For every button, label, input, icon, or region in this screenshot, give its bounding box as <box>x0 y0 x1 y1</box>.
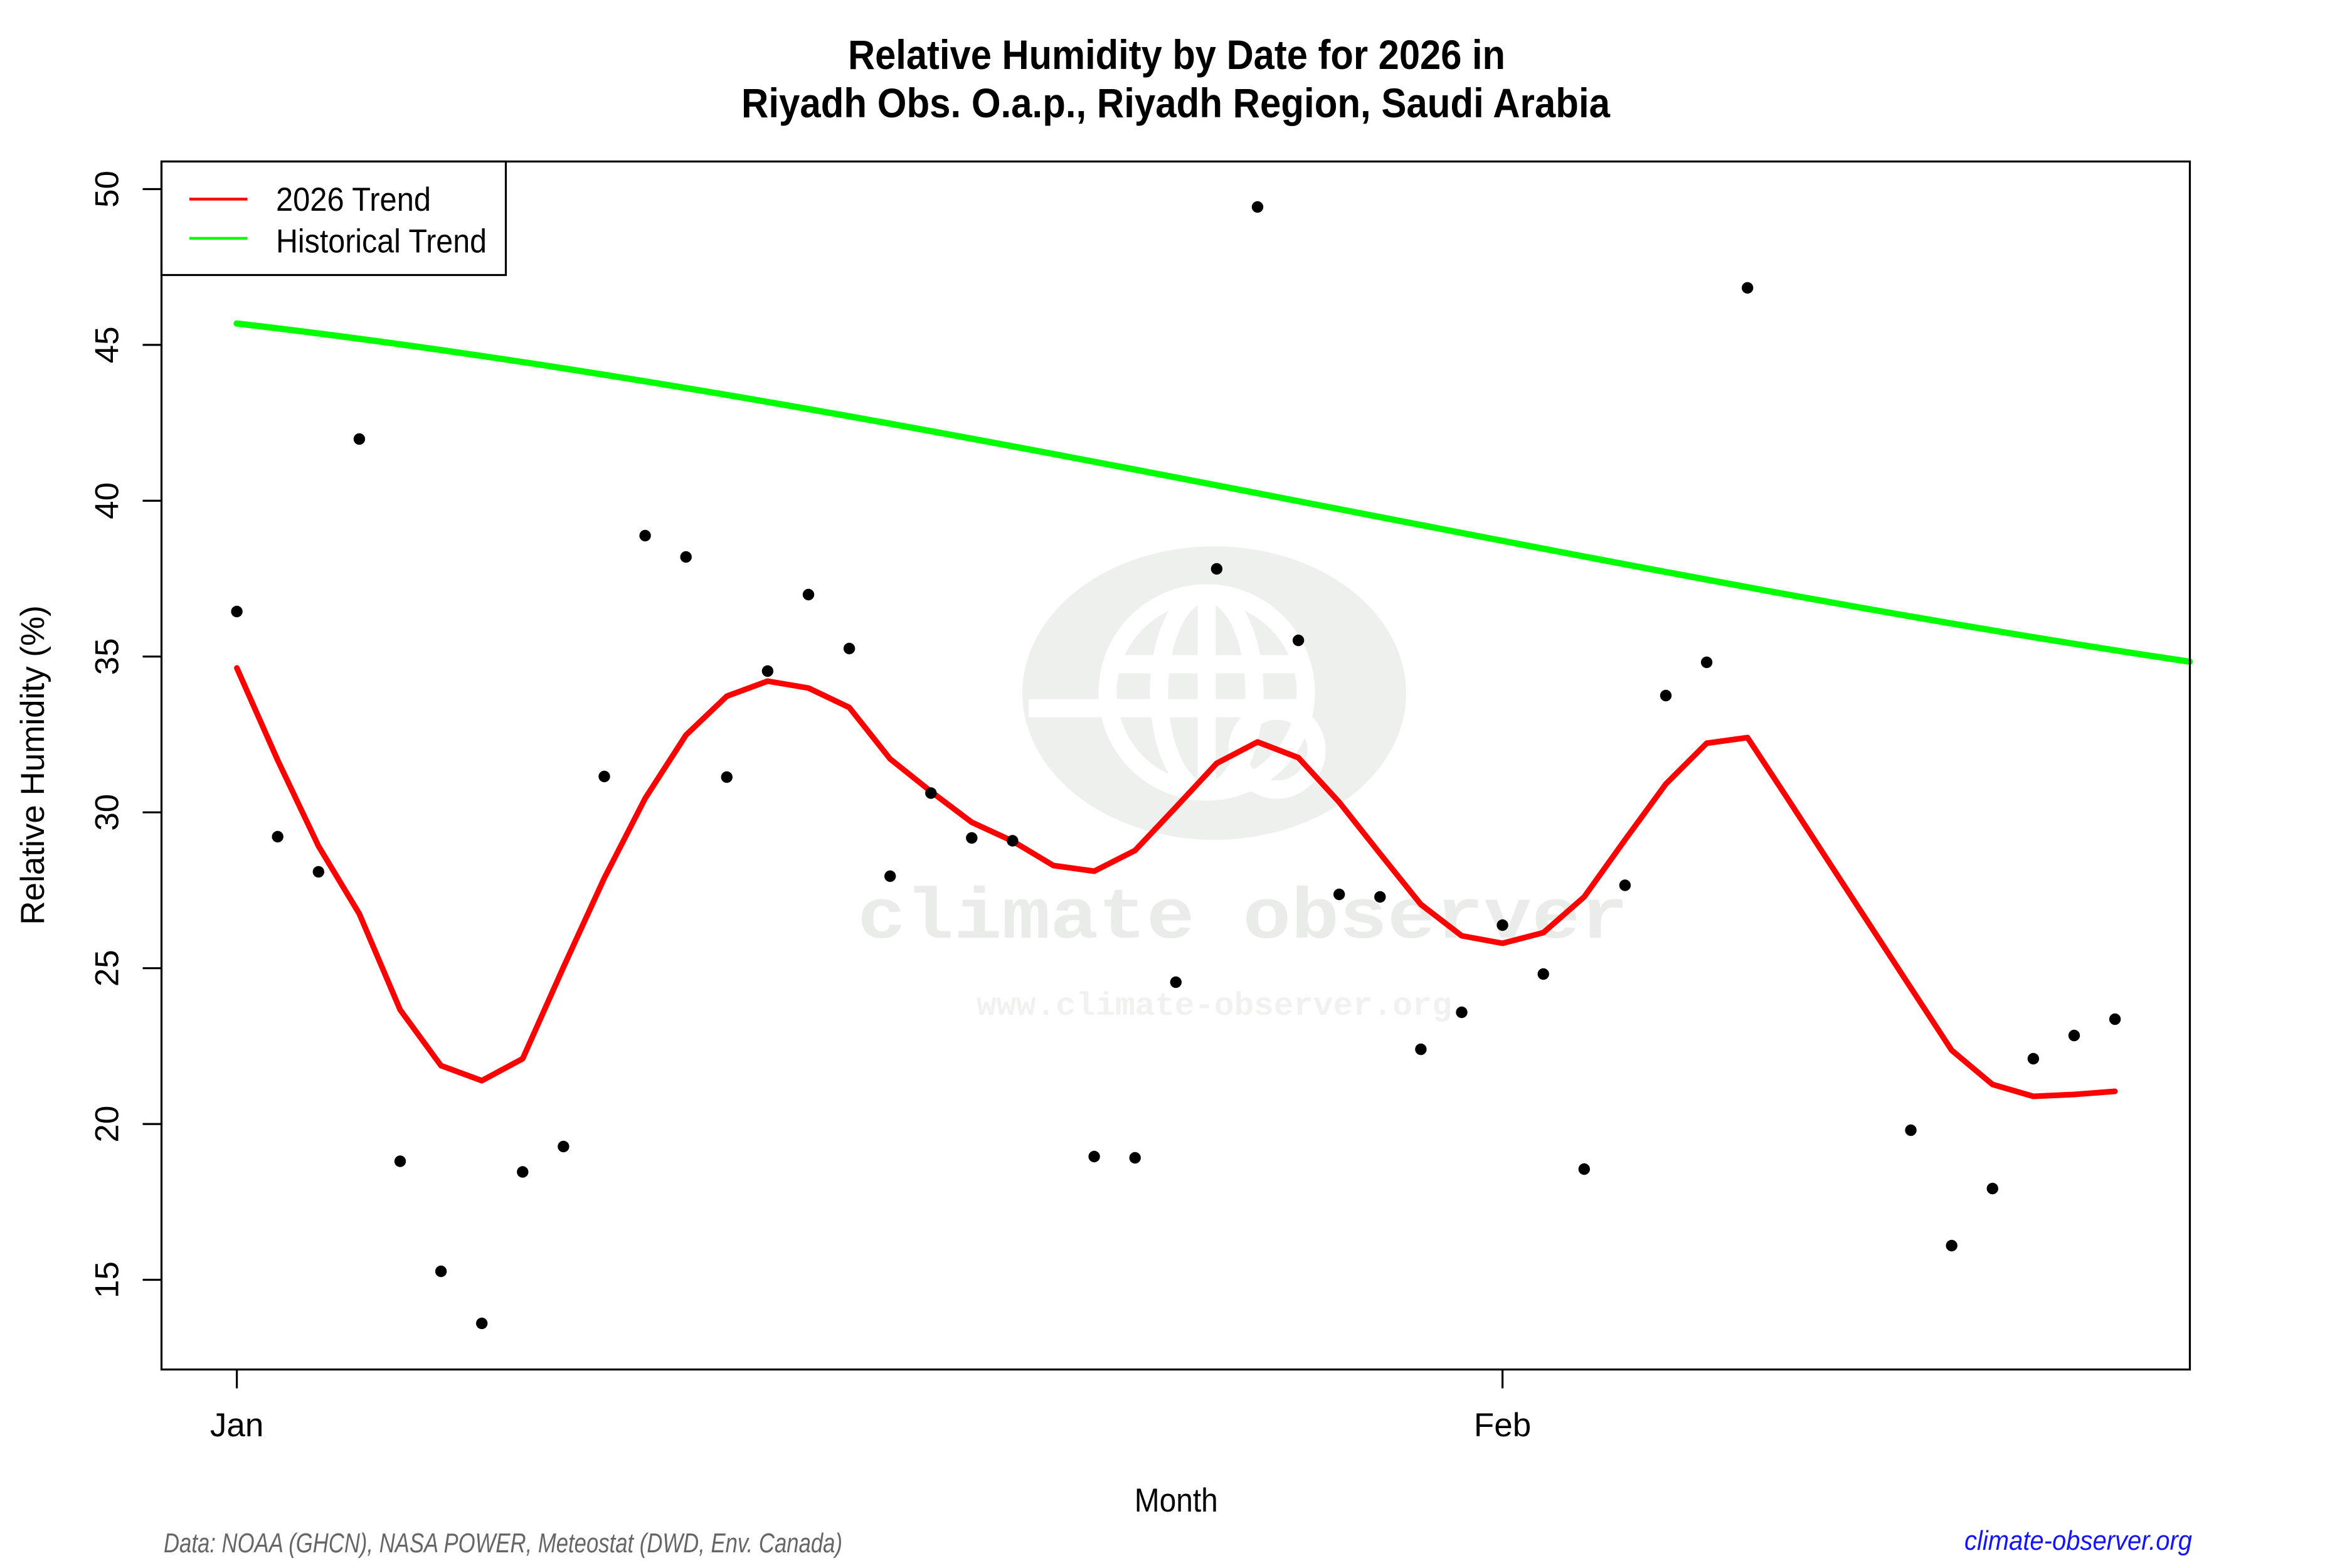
svg-text:40: 40 <box>89 482 126 519</box>
svg-text:www.climate-observer.org: www.climate-observer.org <box>977 988 1452 1025</box>
svg-text:Relative Humidity by Date for: Relative Humidity by Date for 2026 in <box>848 31 1505 78</box>
svg-text:Relative Humidity (%): Relative Humidity (%) <box>14 605 51 925</box>
svg-text:35: 35 <box>89 638 126 675</box>
svg-text:30: 30 <box>89 794 126 831</box>
svg-text:45: 45 <box>89 326 126 363</box>
svg-text:2026 Trend: 2026 Trend <box>276 181 431 218</box>
svg-text:Riyadh Obs. O.a.p., Riyadh Reg: Riyadh Obs. O.a.p., Riyadh Region, Saudi… <box>741 80 1611 126</box>
svg-text:25: 25 <box>89 950 126 987</box>
svg-text:Jan: Jan <box>210 1407 263 1444</box>
svg-text:Feb: Feb <box>1474 1407 1531 1444</box>
svg-text:20: 20 <box>89 1106 126 1143</box>
svg-text:Month: Month <box>1135 1482 1218 1519</box>
svg-text:50: 50 <box>89 171 126 208</box>
svg-text:climate-observer.org: climate-observer.org <box>1964 1526 2192 1556</box>
svg-text:Historical Trend: Historical Trend <box>276 223 487 260</box>
svg-text:Data: NOAA (GHCN), NASA POWER,: Data: NOAA (GHCN), NASA POWER, Meteostat… <box>164 1528 842 1559</box>
svg-text:climate observer: climate observer <box>857 879 1628 960</box>
svg-text:15: 15 <box>89 1261 126 1298</box>
